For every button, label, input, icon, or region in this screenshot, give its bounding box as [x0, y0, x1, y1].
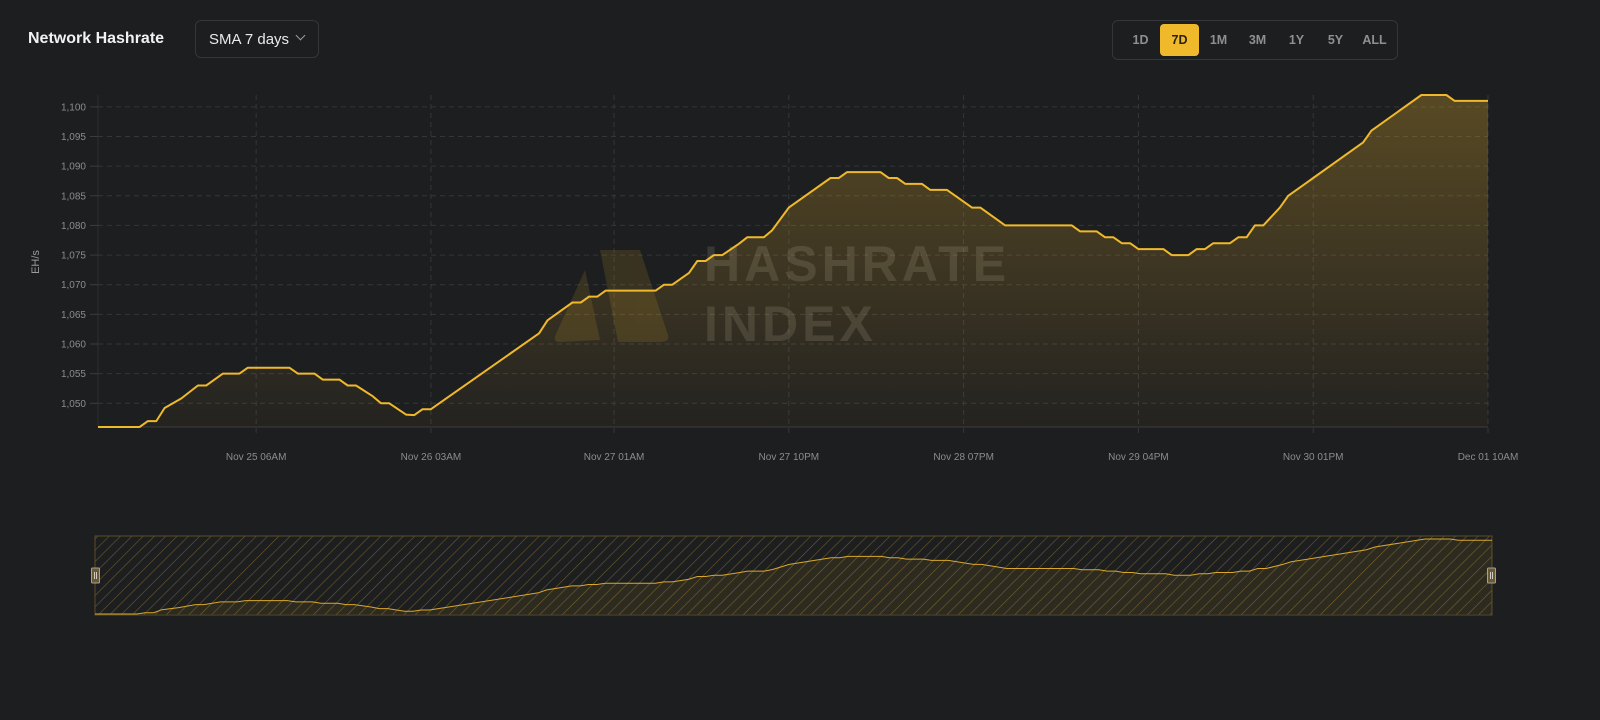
hashrate-index-logo [554, 250, 669, 342]
y-tick-label: 1,065 [61, 310, 86, 321]
navigator-handle-left[interactable] [91, 567, 100, 584]
y-tick-label: 1,100 [61, 102, 86, 113]
page-title: Network Hashrate [28, 30, 165, 47]
navigator-area [95, 539, 1492, 614]
x-tick-label: Dec 01 10AM [1458, 452, 1519, 463]
x-tick-label: Nov 26 03AM [401, 452, 462, 463]
x-axis: Nov 25 06AM Nov 26 03AM Nov 27 01AM Nov 27 … [226, 452, 1518, 463]
range-button-1d[interactable]: 1D [1132, 33, 1149, 47]
x-tick-label: Nov 30 01PM [1283, 452, 1344, 463]
range-button-3m[interactable]: 3M [1248, 33, 1267, 47]
y-tick-label: 1,085 [61, 191, 86, 202]
y-tick-label: 1,055 [61, 369, 86, 380]
navigator-line [95, 538, 1492, 615]
x-tick-label: Nov 27 10PM [759, 452, 820, 463]
smoothing-select[interactable]: SMA 7 days [195, 20, 319, 58]
navigator-handle-right[interactable] [1487, 567, 1496, 584]
watermark: HASHRATE INDEX [554, 236, 1010, 352]
range-button-5y[interactable]: 5Y [1327, 33, 1344, 47]
watermark-text-2: INDEX [704, 296, 877, 352]
range-button-all[interactable]: ALL [1362, 33, 1387, 47]
y-tick-label: 1,060 [61, 340, 86, 351]
x-tick-label: Nov 25 06AM [226, 452, 287, 463]
range-button-1m[interactable]: 1M [1209, 33, 1228, 47]
x-tick-label: Nov 28 07PM [933, 452, 994, 463]
range-button-7d[interactable]: 7D [1160, 24, 1199, 56]
y-tick-label: 1,075 [61, 251, 86, 262]
y-tick-label: 1,050 [61, 399, 86, 410]
y-tick-label: 1,070 [61, 280, 86, 291]
x-tick-label: Nov 27 01AM [584, 452, 645, 463]
hashrate-area [98, 95, 1488, 427]
range-button-1y[interactable]: 1Y [1288, 33, 1305, 47]
y-tick-label: 1,095 [61, 132, 86, 143]
x-tick-label: Nov 29 04PM [1108, 452, 1169, 463]
time-range-selector: 1D 7D 1M 3M 1Y 5Y ALL [1112, 20, 1398, 60]
hashrate-line [98, 94, 1488, 428]
y-tick-label: 1,090 [61, 162, 86, 173]
navigator-selection[interactable] [94, 535, 1493, 616]
y-axis: 1,050 1,055 1,060 1,065 1,070 1,075 1,080 1,085… [61, 102, 86, 409]
watermark-text-1: HASHRATE [704, 236, 1010, 292]
smoothing-select-value: SMA 7 days [209, 30, 290, 48]
y-axis-label: EH/s [30, 250, 42, 274]
y-tick-label: 1,080 [61, 221, 86, 232]
navigator[interactable] [91, 535, 1496, 616]
